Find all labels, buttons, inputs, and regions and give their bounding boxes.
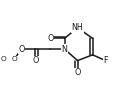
Text: O: O: [74, 68, 80, 77]
Text: NH: NH: [71, 23, 83, 32]
Text: N: N: [61, 45, 67, 54]
Text: O: O: [32, 56, 38, 65]
Text: F: F: [102, 56, 107, 65]
Text: O: O: [47, 34, 53, 43]
Text: O: O: [1, 56, 6, 62]
Text: O: O: [11, 56, 17, 62]
Text: O: O: [18, 45, 24, 54]
